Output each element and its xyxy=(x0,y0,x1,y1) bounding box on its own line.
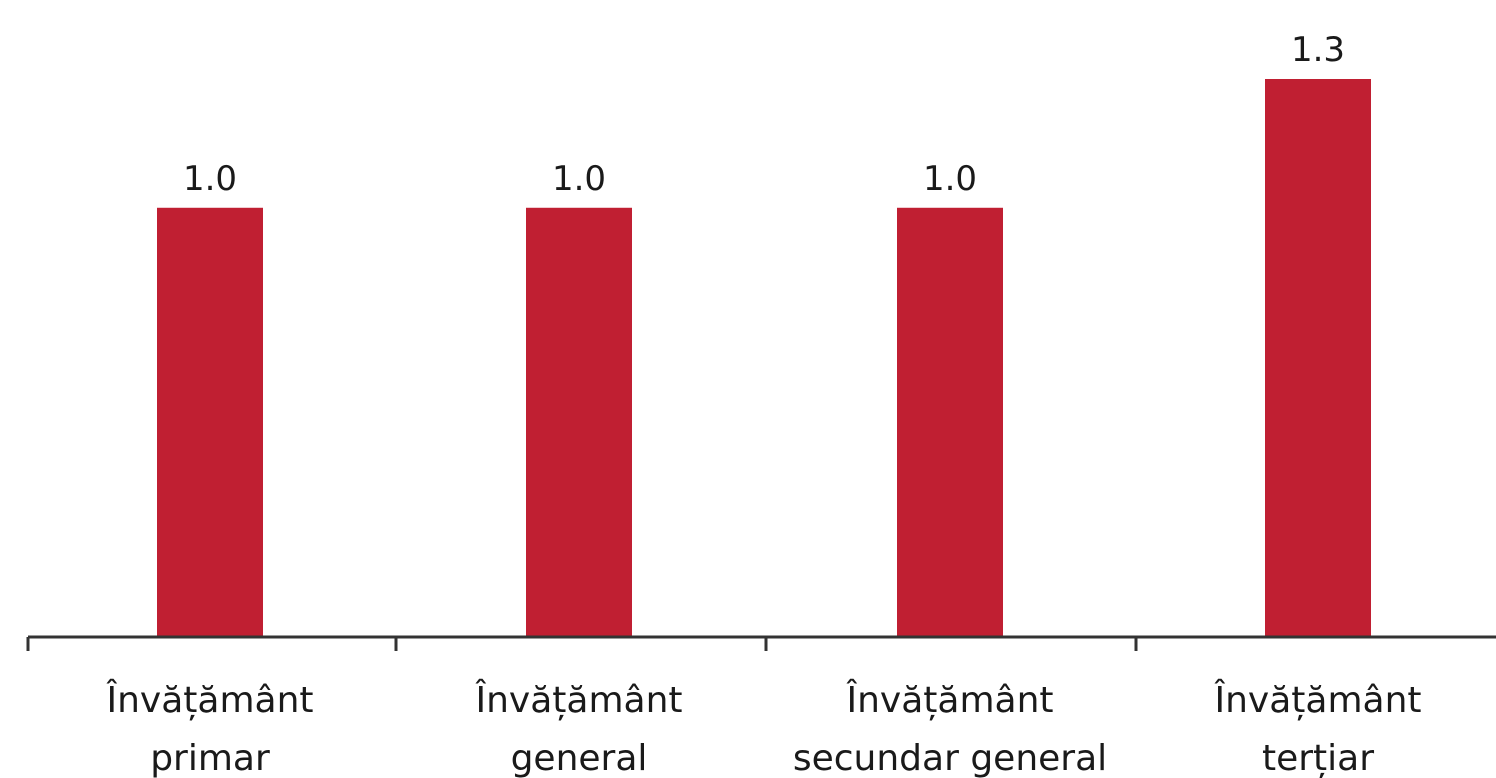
bars-group xyxy=(157,79,1371,637)
category-label-2: Învățământ general xyxy=(474,679,682,778)
category-label-4: Învățământ terțiar xyxy=(1213,679,1421,778)
category-label-1: Învățământ primar xyxy=(105,679,313,778)
category-label-3: Învățământ secundar general xyxy=(793,679,1107,778)
bar-3 xyxy=(897,207,1003,637)
bar-2 xyxy=(526,207,632,637)
bar-1 xyxy=(157,207,263,637)
x-axis xyxy=(26,635,1496,651)
value-label-2: 1.0 xyxy=(552,159,606,199)
category-labels-group: Învățământ primar Învățământ general Învățăm… xyxy=(105,679,1421,778)
value-label-4: 1.3 xyxy=(1291,30,1345,70)
value-labels-group: 1.0 1.0 1.0 1.3 xyxy=(183,30,1345,199)
value-label-1: 1.0 xyxy=(183,159,237,199)
bar-4 xyxy=(1265,79,1371,637)
value-label-3: 1.0 xyxy=(923,159,977,199)
